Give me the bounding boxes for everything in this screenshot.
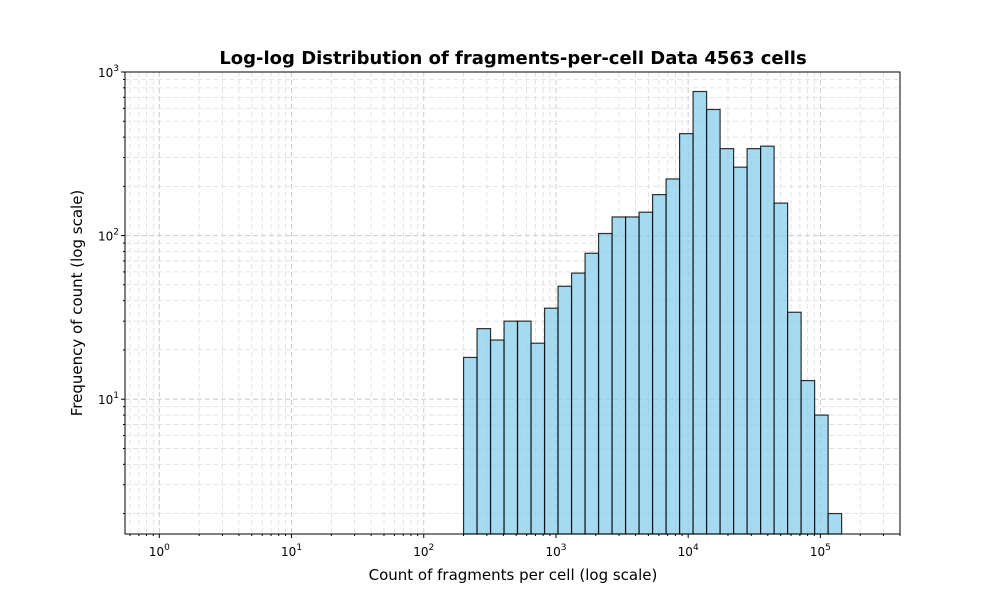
- x-axis-label: Count of fragments per cell (log scale): [369, 566, 658, 584]
- histogram-bar: [503, 320, 519, 535]
- histogram-bar: [611, 216, 627, 535]
- x-tick-label: 102: [413, 543, 434, 559]
- histogram-bar: [651, 194, 667, 535]
- histogram-bar: [719, 148, 735, 535]
- plot-area-frame: [124, 71, 901, 535]
- histogram-bar: [597, 232, 613, 535]
- histogram-bar: [584, 252, 600, 535]
- x-tick-label: 105: [810, 543, 831, 559]
- histogram-bar: [692, 90, 708, 535]
- histogram-bar: [827, 512, 843, 535]
- histogram-bar: [476, 328, 492, 535]
- y-axis-label: Frequency of count (log scale): [68, 190, 86, 417]
- y-tick-label: 101: [98, 391, 119, 407]
- histogram-bar: [665, 178, 681, 535]
- histogram-bar: [516, 320, 532, 535]
- histogram-bar: [760, 145, 775, 535]
- x-tick-label: 101: [281, 543, 302, 559]
- y-tick-label: 102: [98, 228, 119, 244]
- axis-ticks: 100 101 102 103 104 105 101 102 103: [98, 64, 901, 559]
- x-tick-label: 100: [149, 543, 170, 559]
- histogram-bar: [746, 148, 762, 535]
- histogram-bar: [624, 216, 640, 535]
- histogram-bar: [543, 307, 559, 535]
- histogram-bar: [732, 166, 748, 535]
- histogram-bar: [462, 356, 478, 535]
- histogram-bar: [557, 285, 573, 535]
- x-tick-label: 104: [678, 543, 699, 559]
- histogram-bar: [489, 339, 505, 535]
- x-tick-label: 103: [545, 543, 566, 559]
- histogram-bar: [787, 311, 802, 535]
- histogram-bar: [678, 133, 694, 535]
- histogram-bar: [638, 211, 654, 535]
- histogram-bar: [530, 342, 546, 535]
- histogram-bar: [570, 272, 586, 535]
- chart-title: Log-log Distribution of fragments-per-ce…: [219, 48, 806, 69]
- histogram-bar: [800, 379, 816, 535]
- histogram-bar: [773, 202, 789, 535]
- histogram-bar: [814, 414, 829, 535]
- histogram-bar: [705, 108, 721, 535]
- y-tick-label: 103: [98, 64, 119, 80]
